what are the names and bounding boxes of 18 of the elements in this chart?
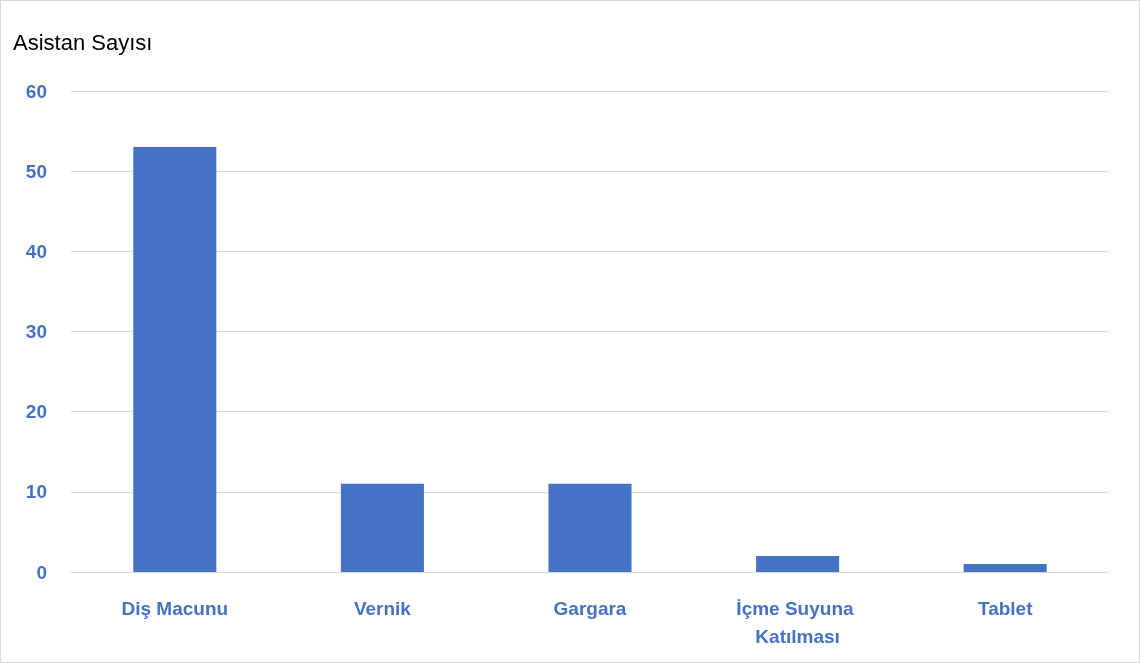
bar: [340, 483, 424, 572]
y-tick-label: 20: [25, 401, 47, 423]
x-tick-label: Tablet: [977, 597, 1034, 619]
y-tick-label: 40: [25, 240, 47, 262]
x-tick-label: Gargara: [553, 597, 627, 619]
y-axis-title: Asistan Sayısı: [13, 29, 153, 55]
bar: [756, 555, 840, 572]
y-tick-label: 50: [25, 160, 47, 182]
bar: [133, 147, 217, 572]
x-tick-label: Vernik: [353, 597, 412, 619]
bar: [963, 563, 1047, 572]
y-tick-label: 30: [25, 321, 47, 342]
x-tick-label: Diş Macunu: [121, 597, 229, 619]
bar: [548, 483, 632, 572]
y-tick-label: 10: [25, 481, 47, 503]
y-tick-label: 0: [36, 561, 47, 583]
y-tick-label: 60: [25, 80, 47, 102]
x-tick-label: İçme Suyuna Katılması: [736, 597, 859, 647]
